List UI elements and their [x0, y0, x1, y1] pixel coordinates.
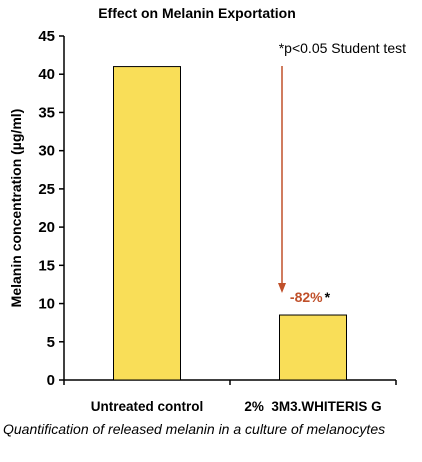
change-star: *: [325, 289, 331, 305]
y-tick-label: 35: [38, 104, 55, 121]
bars: [113, 66, 347, 381]
y-tick-label: 20: [38, 219, 55, 236]
y-tick-label: 30: [38, 143, 55, 160]
bar: [113, 66, 181, 381]
y-tick-label: 5: [47, 334, 55, 351]
y-tick-label: 45: [38, 28, 55, 45]
chart-title: Effect on Melanin Exportation: [98, 5, 296, 21]
y-tick-label: 10: [38, 296, 55, 313]
bar-chart: Effect on Melanin Exportation Melanin co…: [8, 5, 406, 414]
arrow-head: [278, 283, 286, 293]
change-value: -82%: [290, 289, 323, 305]
significance-note: *p<0.05 Student test: [279, 40, 406, 56]
y-tick-label: 25: [38, 181, 55, 198]
y-tick-labels: 0 5 10 15 20 25 30 35 40 45: [38, 28, 55, 389]
y-tick-label: 15: [38, 257, 55, 274]
figure-caption: Quantification of released melanin in a …: [3, 421, 386, 437]
change-label: -82% *: [290, 289, 331, 305]
y-tick-label: 0: [47, 372, 55, 389]
annotations: *p<0.05 Student test -82% *: [278, 40, 406, 305]
category-label: 2% 3M3.WHITERIS G: [244, 399, 381, 414]
category-labels: Untreated control 2% 3M3.WHITERIS G: [91, 399, 382, 414]
y-axis-label: Melanin concentration (µg/ml): [8, 109, 24, 308]
category-label: Untreated control: [91, 399, 204, 414]
bar: [279, 314, 347, 381]
y-tick-label: 40: [38, 66, 55, 83]
